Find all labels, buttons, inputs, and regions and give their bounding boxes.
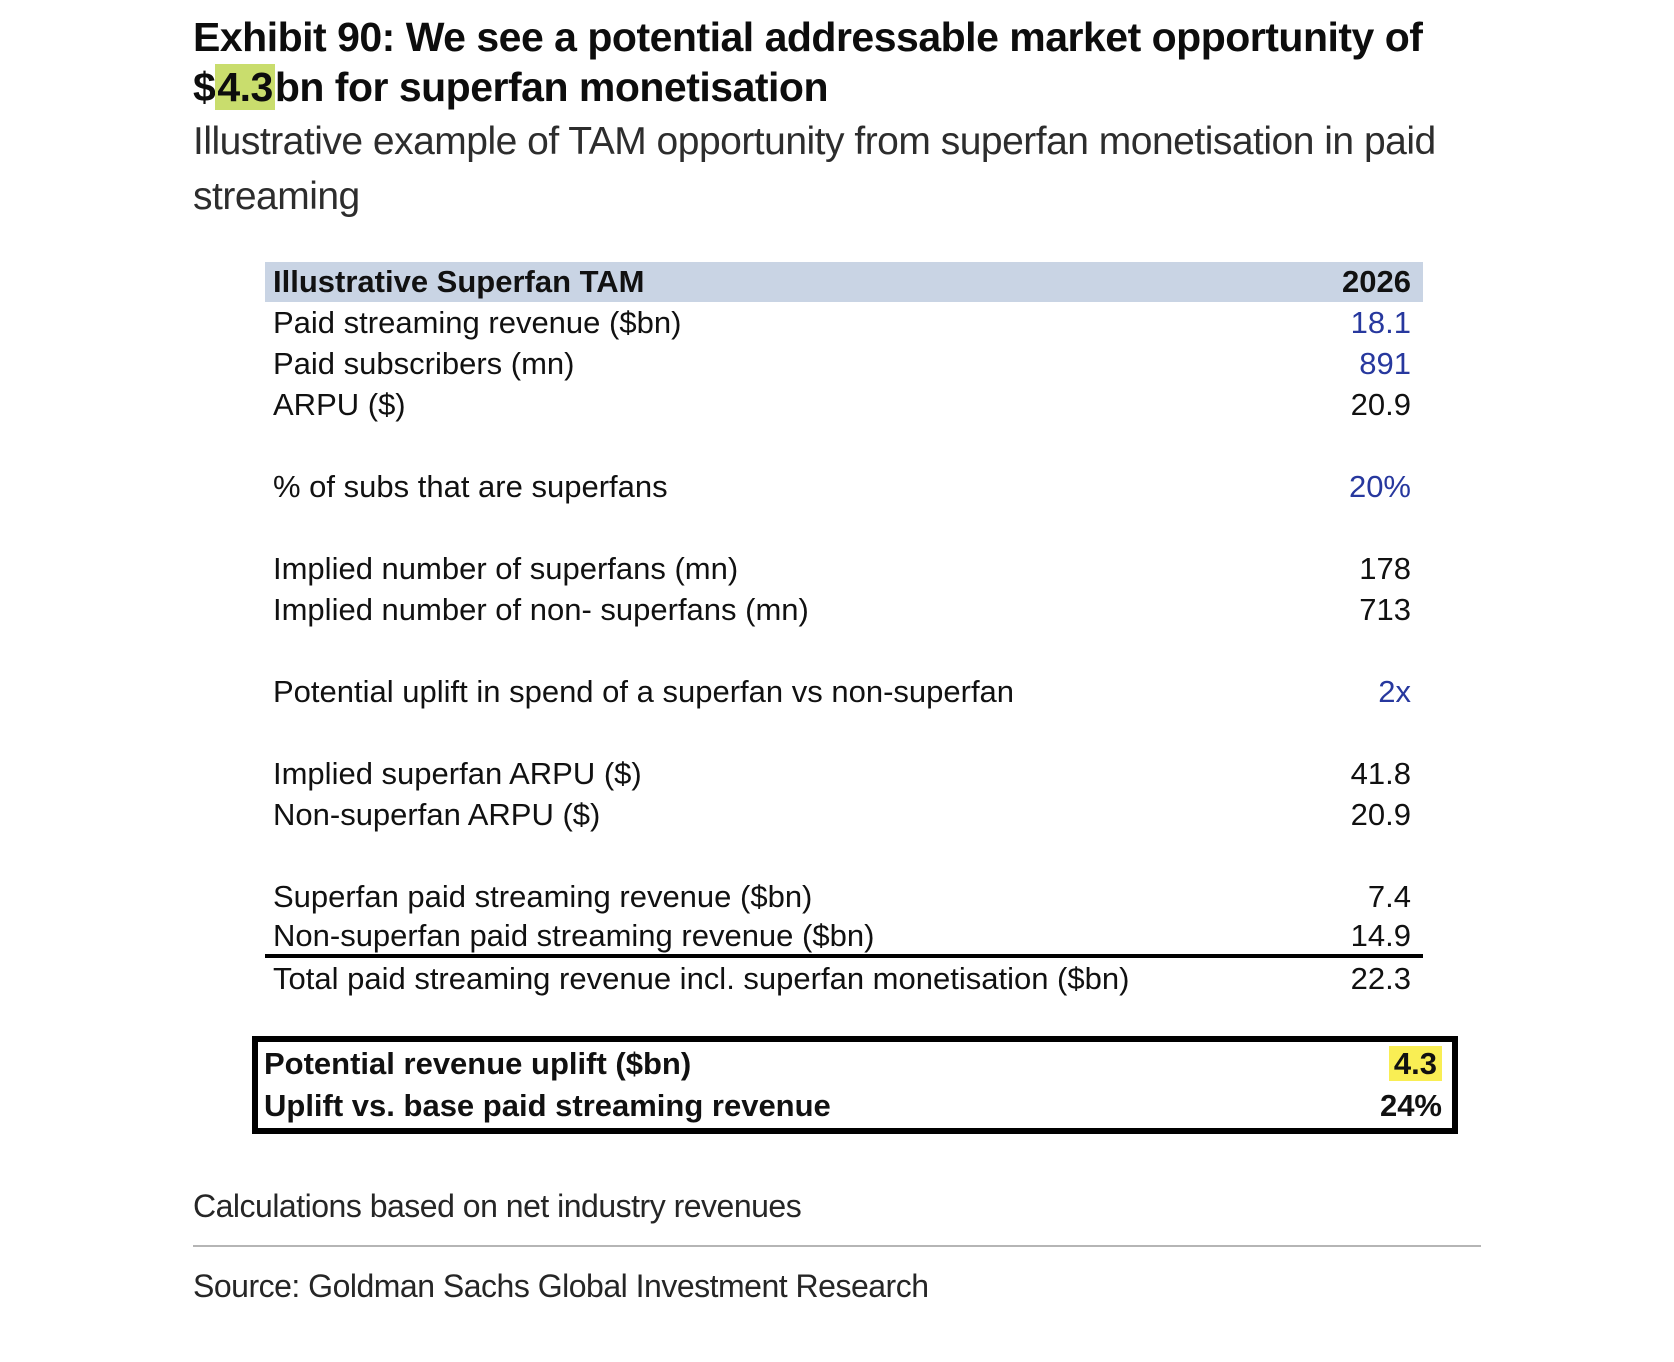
table-row: Implied number of superfans (mn) 178	[265, 548, 1423, 589]
table-spacer-row	[265, 835, 1423, 876]
table-header-row: Illustrative Superfan TAM 2026	[265, 262, 1423, 302]
summary-box: Potential revenue uplift ($bn) 4.3 Uplif…	[252, 1036, 1458, 1134]
exhibit-title: Exhibit 90: We see a potential addressab…	[193, 12, 1453, 112]
table-row: Implied number of non- superfans (mn) 71…	[265, 589, 1423, 630]
row-value: 24%	[1379, 1088, 1442, 1123]
table-spacer-row	[265, 425, 1423, 466]
table-row: Superfan paid streaming revenue ($bn) 7.…	[265, 876, 1423, 917]
table-header-year: 2026	[1342, 264, 1411, 299]
row-label: Non-superfan ARPU ($)	[273, 796, 601, 832]
footer-divider	[193, 1245, 1481, 1247]
exhibit-subtitle-line2: streaming	[193, 175, 360, 218]
table-row: Non-superfan ARPU ($) 20.9	[265, 794, 1423, 835]
table-row-subtotal: Non-superfan paid streaming revenue ($bn…	[265, 917, 1423, 958]
row-label: Potential revenue uplift ($bn)	[264, 1046, 692, 1081]
table-spacer-row	[265, 712, 1423, 753]
row-value: 18.1	[1350, 304, 1411, 340]
summary-row-uplift-pct: Uplift vs. base paid streaming revenue 2…	[258, 1085, 1452, 1127]
row-label: Paid subscribers (mn)	[273, 345, 575, 381]
row-label: % of subs that are superfans	[273, 468, 668, 504]
row-value: 713	[1359, 591, 1411, 627]
table-row: Potential uplift in spend of a superfan …	[265, 671, 1423, 712]
exhibit-title-line2-pre: $	[193, 64, 216, 110]
row-label: Implied superfan ARPU ($)	[273, 755, 642, 791]
row-value: 178	[1359, 550, 1411, 586]
row-label: Superfan paid streaming revenue ($bn)	[273, 878, 813, 914]
table-row: Implied superfan ARPU ($) 41.8	[265, 753, 1423, 794]
row-label: Potential uplift in spend of a superfan …	[273, 673, 1015, 709]
exhibit-title-highlight: 4.3	[215, 64, 275, 110]
table-row: Paid subscribers (mn) 891	[265, 343, 1423, 384]
source-text: Source: Goldman Sachs Global Investment …	[193, 1268, 929, 1304]
superfan-tam-table: Illustrative Superfan TAM 2026 Paid stre…	[265, 262, 1423, 999]
row-value: 41.8	[1350, 755, 1411, 791]
row-label: Uplift vs. base paid streaming revenue	[264, 1088, 831, 1123]
row-value: 20%	[1348, 468, 1411, 504]
exhibit-subtitle: Illustrative example of TAM opportunity …	[193, 114, 1473, 224]
exhibit-title-line1: Exhibit 90: We see a potential addressab…	[193, 14, 1423, 60]
row-label: Non-superfan paid streaming revenue ($bn…	[273, 917, 875, 953]
table-row: ARPU ($) 20.9	[265, 384, 1423, 425]
table-row: Paid streaming revenue ($bn) 18.1	[265, 302, 1423, 343]
table-spacer-row	[265, 507, 1423, 548]
row-value: 14.9	[1350, 917, 1411, 953]
row-value: 2x	[1378, 673, 1411, 709]
exhibit-subtitle-line1: Illustrative example of TAM opportunity …	[193, 120, 1436, 163]
row-value: 20.9	[1350, 796, 1411, 832]
row-value: 7.4	[1367, 878, 1411, 914]
row-label: Implied number of non- superfans (mn)	[273, 591, 809, 627]
highlighted-uplift-value: 4.3	[1388, 1046, 1442, 1081]
table-header-label: Illustrative Superfan TAM	[273, 264, 645, 299]
exhibit-title-line2-post: bn for superfan monetisation	[274, 64, 829, 110]
table-spacer-row	[265, 630, 1423, 671]
row-value: 22.3	[1350, 960, 1411, 996]
table-row: % of subs that are superfans 20%	[265, 466, 1423, 507]
table-row-total: Total paid streaming revenue incl. super…	[265, 958, 1423, 999]
row-label: Paid streaming revenue ($bn)	[273, 304, 682, 340]
row-label: ARPU ($)	[273, 386, 406, 422]
row-value: 891	[1359, 345, 1411, 381]
row-label: Implied number of superfans (mn)	[273, 550, 739, 586]
summary-row-uplift: Potential revenue uplift ($bn) 4.3	[258, 1043, 1452, 1085]
row-value: 20.9	[1350, 386, 1411, 422]
row-label: Total paid streaming revenue incl. super…	[273, 960, 1130, 996]
footnote: Calculations based on net industry reven…	[193, 1188, 802, 1224]
